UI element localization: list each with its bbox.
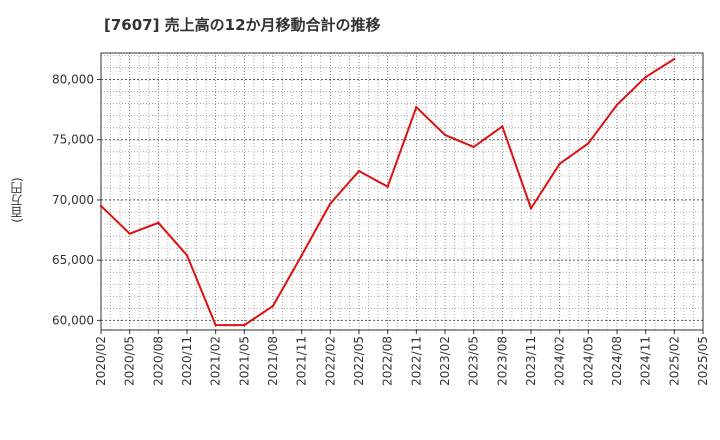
x-tick-label: 2022/08 (381, 336, 395, 386)
data-point (472, 145, 475, 149)
x-tick-label: 2023/02 (438, 336, 452, 386)
y-tick-label: 65,000 (52, 253, 94, 267)
data-point (128, 232, 131, 235)
data-point (214, 323, 217, 327)
y-tick-label: 60,000 (52, 313, 94, 327)
series-layer (99, 57, 676, 327)
grid-layer (100, 53, 704, 330)
x-tick-label: 2024/02 (553, 336, 567, 386)
x-tick-label: 2022/05 (352, 336, 366, 386)
data-point (529, 207, 533, 210)
x-tick-label: 2022/02 (323, 336, 337, 386)
x-tick-label: 2021/02 (209, 336, 223, 386)
x-tick-label: 2024/11 (639, 336, 653, 386)
data-point (673, 57, 676, 61)
data-point (415, 105, 418, 109)
data-point (185, 254, 189, 257)
y-tick-labels: 60,000 65,000 70,000 75,000 80,000 (52, 72, 101, 327)
x-tick-label: 2021/08 (266, 336, 280, 386)
plot-frame (100, 52, 704, 331)
x-tick-label: 2022/11 (409, 336, 423, 386)
x-tick-label: 2020/05 (123, 336, 137, 386)
x-tick-label: 2025/05 (696, 336, 710, 386)
chart-title: [7607] 売上高の12か月移動合計の推移 (104, 16, 381, 34)
x-tick-label: 2021/11 (295, 336, 309, 386)
data-point (443, 133, 447, 137)
data-point (329, 202, 332, 205)
data-point (615, 103, 619, 106)
data-point (243, 323, 246, 327)
y-tick-label: 75,000 (52, 133, 94, 147)
x-tick-label: 2023/05 (467, 336, 481, 386)
data-point (271, 304, 275, 308)
data-point (386, 185, 389, 188)
y-tick-label: 80,000 (52, 72, 94, 86)
data-point (644, 75, 647, 79)
data-point (99, 204, 103, 208)
x-tick-label: 2025/02 (667, 336, 681, 386)
x-tick-label: 2020/08 (151, 336, 165, 386)
x-tick-label: 2023/11 (524, 336, 538, 386)
x-tick-labels: 2020/02 2020/05 2020/08 2020/11 2021/02 2021/… (94, 330, 710, 386)
data-point (587, 142, 590, 145)
data-point (501, 125, 504, 128)
data-point (157, 221, 160, 225)
x-tick-label: 2023/08 (495, 336, 509, 386)
data-point (558, 162, 561, 165)
x-tick-label: 2021/05 (237, 336, 251, 386)
x-tick-label: 2020/11 (180, 336, 194, 386)
data-point (300, 254, 303, 257)
data-point (357, 169, 361, 173)
x-tick-label: 2024/08 (610, 336, 624, 386)
x-tick-label: 2024/05 (581, 336, 595, 386)
y-tick-label: 70,000 (52, 193, 94, 207)
x-tick-label: 2020/02 (94, 336, 108, 386)
